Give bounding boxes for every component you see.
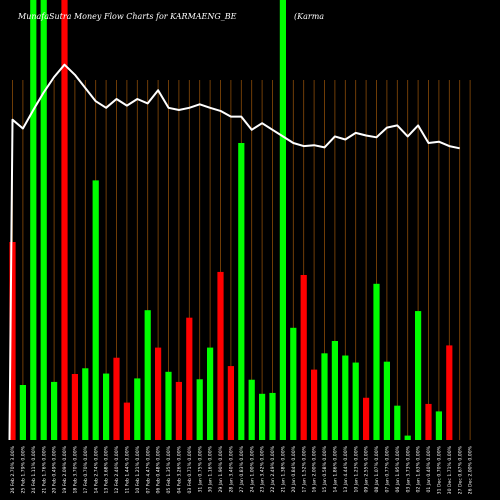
x-tick-label: 04 Feb 3.26% 0.00% bbox=[177, 445, 183, 493]
bar-40 bbox=[425, 403, 432, 440]
x-tick-label: 21 Feb 1.76% 0.00% bbox=[41, 445, 47, 493]
bar-26 bbox=[279, 0, 286, 440]
money-flow-line bbox=[8, 63, 460, 441]
bar-0 bbox=[9, 242, 16, 440]
x-tick-label: 20 Feb 0.49% 0.00% bbox=[52, 445, 58, 493]
x-tick-label: 26 Feb 2.70% 3.00% bbox=[10, 445, 16, 493]
x-tick-label: 03 Feb 0.71% 0.00% bbox=[187, 445, 193, 493]
x-tick-label: 30 Dec 1.71% 0.00% bbox=[447, 445, 453, 494]
bar-24 bbox=[259, 393, 266, 440]
x-tick-label: 02 Jan 1.63% 0.00% bbox=[416, 445, 422, 492]
bar-37 bbox=[394, 405, 401, 440]
bar-12 bbox=[134, 378, 141, 440]
chart-title: MunafaSutra Money Flow Charts for KARMAE… bbox=[17, 12, 237, 21]
x-tick-label: 16 Jan 2.00% 0.00% bbox=[312, 445, 318, 492]
bar-18 bbox=[196, 379, 203, 440]
x-tick-label: 26 Dec 2.00% 0.00% bbox=[468, 445, 474, 494]
x-tick-label: 10 Feb 1.21% 0.00% bbox=[135, 445, 141, 493]
bar-9 bbox=[103, 373, 110, 440]
bar-34 bbox=[363, 397, 370, 440]
x-tick-label: 24 Jan 1.00% 0.00% bbox=[249, 445, 255, 492]
bar-32 bbox=[342, 355, 349, 440]
x-tick-labels: 26 Feb 2.70% 3.00% 25 Feb 1.79% 0.00% 24 F… bbox=[10, 445, 474, 494]
bar-42 bbox=[446, 345, 453, 440]
x-tick-label: 18 Feb 3.70% 0.00% bbox=[73, 445, 79, 493]
x-tick-label: 08 Jan 1.07% 0.00% bbox=[374, 445, 380, 492]
x-tick-label: 17 Jan 1.52% 0.00% bbox=[301, 445, 307, 492]
x-tick-label: 30 Jan 1.16% 0.00% bbox=[208, 445, 214, 492]
x-tick-label: 31 Dec 0.70% 0.00% bbox=[437, 445, 443, 494]
bar-5 bbox=[61, 0, 68, 440]
x-tick-label: 31 Jan 0.75% 0.00% bbox=[197, 445, 203, 492]
bar-2 bbox=[30, 0, 37, 440]
bar-31 bbox=[331, 341, 338, 440]
x-tick-label: 01 Jan 0.40% 0.00% bbox=[426, 445, 432, 492]
bar-35 bbox=[373, 283, 380, 440]
bar-1 bbox=[19, 385, 26, 440]
bar-14 bbox=[155, 347, 162, 440]
x-tick-label: 13 Feb 3.68% 0.00% bbox=[104, 445, 110, 493]
x-tick-label: 15 Jan 0.58% 0.00% bbox=[322, 445, 328, 492]
bar-30 bbox=[321, 353, 328, 440]
bar-10 bbox=[113, 357, 120, 440]
x-tick-label: 13 Jan 4.44% 0.00% bbox=[343, 445, 349, 492]
bar-4 bbox=[51, 381, 58, 440]
bar-17 bbox=[186, 317, 193, 440]
x-tick-label: 17 Feb 0.70% 0.00% bbox=[83, 445, 89, 493]
bar-29 bbox=[311, 369, 318, 440]
bar-13 bbox=[144, 310, 151, 440]
bar-19 bbox=[207, 347, 214, 440]
x-tick-label: 14 Jan 1.86% 0.00% bbox=[333, 445, 339, 492]
x-tick-label: 21 Jan 1.38% 0.00% bbox=[281, 445, 287, 492]
x-tick-label: 05 Feb 1.35% 0.00% bbox=[166, 445, 172, 493]
bar-39 bbox=[415, 311, 422, 440]
x-tick-label: 10 Jan 1.23% 0.00% bbox=[353, 445, 359, 492]
x-tick-label: 03 Jan 3.73% 0.00% bbox=[405, 445, 411, 492]
bar-33 bbox=[352, 362, 359, 440]
x-tick-label: 25 Feb 1.79% 0.00% bbox=[21, 445, 27, 493]
bar-41 bbox=[435, 411, 442, 440]
x-tick-label: 27 Jan 0.83% 0.00% bbox=[239, 445, 245, 492]
bar-11 bbox=[123, 402, 130, 440]
bar-25 bbox=[269, 392, 276, 440]
x-tick-label: 07 Jan 0.77% 0.00% bbox=[385, 445, 391, 492]
x-tick-label: 19 Feb 2.09% 0.00% bbox=[62, 445, 68, 493]
x-tick-label: 09 Jan 2.55% 0.00% bbox=[364, 445, 370, 492]
bar-8 bbox=[92, 180, 99, 440]
x-tick-label: 22 Jan 2.49% 0.00% bbox=[270, 445, 276, 492]
x-tick-label: 06 Feb 0.48% 0.00% bbox=[156, 445, 162, 493]
x-tick-label: 11 Feb 1.44% 0.00% bbox=[125, 445, 131, 493]
bar-28 bbox=[300, 275, 307, 440]
bar-7 bbox=[82, 368, 89, 440]
chart-title-suffix: (Karma bbox=[294, 12, 324, 21]
x-tick-label: 23 Jan 3.42% 0.00% bbox=[260, 445, 266, 492]
bar-22 bbox=[238, 143, 245, 440]
x-tick-label: 06 Jan 1.95% 0.00% bbox=[395, 445, 401, 492]
x-tick-label: 28 Jan 3.40% 0.00% bbox=[229, 445, 235, 492]
bar-38 bbox=[404, 435, 411, 440]
x-tick-label: 07 Feb 4.47% 0.00% bbox=[145, 445, 151, 493]
x-tick-label: 27 Dec 0.67% 0.00% bbox=[457, 445, 463, 494]
bars-group bbox=[9, 0, 453, 440]
bar-3 bbox=[40, 0, 47, 440]
bar-15 bbox=[165, 371, 172, 440]
bar-21 bbox=[227, 366, 234, 440]
x-tick-label: 20 Jan 0.84% 0.00% bbox=[291, 445, 297, 492]
x-tick-label: 14 Feb 2.74% 0.00% bbox=[93, 445, 99, 493]
bar-20 bbox=[217, 271, 224, 440]
bar-16 bbox=[175, 381, 182, 440]
bar-36 bbox=[383, 361, 390, 440]
bar-6 bbox=[71, 374, 78, 440]
x-tick-label: 24 Feb 1.11% 0.00% bbox=[31, 445, 37, 493]
x-tick-label: 12 Feb 2.40% 0.00% bbox=[114, 445, 120, 493]
money-flow-line-group bbox=[8, 63, 460, 441]
bar-23 bbox=[248, 379, 255, 440]
x-tick-label: 29 Jan 1.90% 0.00% bbox=[218, 445, 224, 492]
bar-27 bbox=[290, 327, 297, 440]
